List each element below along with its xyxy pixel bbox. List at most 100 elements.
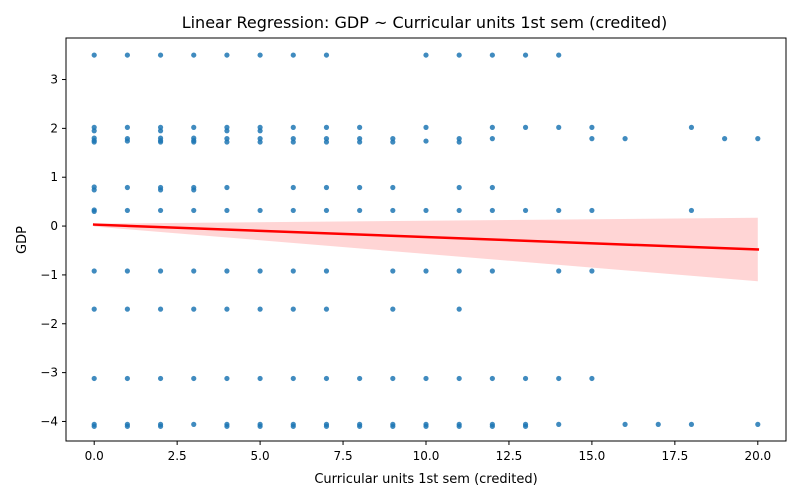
- scatter-point: [323, 306, 330, 312]
- scatter-point: [157, 306, 164, 312]
- scatter-point: [323, 207, 330, 214]
- scatter-point: [456, 207, 462, 214]
- scatter-point: [556, 52, 562, 58]
- scatter-point: [489, 207, 495, 214]
- scatter-point: [91, 187, 97, 193]
- x-tick-label: 12.5: [496, 449, 523, 463]
- scatter-point: [589, 136, 595, 142]
- scatter-point: [224, 375, 230, 382]
- scatter-point: [589, 268, 595, 274]
- scatter-point: [357, 375, 363, 382]
- scatter-point: [489, 375, 495, 382]
- scatter-point: [157, 207, 164, 214]
- scatter-point: [390, 184, 396, 191]
- scatter-point: [290, 52, 296, 58]
- x-tick-label: 20.0: [744, 449, 771, 463]
- scatter-point: [688, 207, 695, 214]
- scatter-point: [290, 423, 296, 429]
- scatter-point: [191, 306, 197, 312]
- scatter-point: [157, 187, 164, 193]
- y-tick-label: −2: [40, 317, 58, 331]
- scatter-point: [224, 306, 230, 312]
- regression-line: [92, 223, 760, 251]
- scatter-point: [124, 268, 130, 274]
- x-axis-ticks: 0.0 2.5 5.0 7.5 10.0 12.5 15.0 17.5 20.0: [85, 441, 771, 463]
- scatter-point: [124, 184, 130, 191]
- scatter-point: [91, 423, 97, 429]
- scatter-point: [522, 375, 529, 382]
- scatter-point: [157, 423, 164, 429]
- scatter-point: [390, 207, 396, 214]
- scatter-point: [323, 139, 330, 145]
- scatter-point: [522, 52, 529, 58]
- scatter-point: [589, 207, 595, 214]
- scatter-point: [157, 128, 164, 134]
- scatter-point: [323, 184, 330, 191]
- scatter-point: [257, 207, 263, 214]
- scatter-point: [423, 268, 429, 274]
- x-tick-label: 17.5: [661, 449, 688, 463]
- scatter-point: [323, 124, 330, 130]
- scatter-point: [257, 375, 263, 382]
- scatter-point: [357, 207, 363, 214]
- scatter-point: [257, 268, 263, 274]
- scatter-point: [589, 375, 595, 382]
- scatter-point: [323, 268, 330, 274]
- scatter-point: [489, 124, 495, 130]
- scatter-point: [755, 421, 761, 427]
- scatter-point: [224, 207, 230, 214]
- scatter-point: [390, 423, 396, 429]
- scatter-point: [124, 423, 130, 429]
- scatter-point: [522, 423, 529, 429]
- scatter-point: [522, 124, 529, 130]
- scatter-point: [589, 124, 595, 130]
- scatter-point: [390, 375, 396, 382]
- scatter-point: [688, 124, 695, 130]
- scatter-point: [522, 207, 529, 214]
- scatter-point: [191, 52, 197, 58]
- scatter-point: [191, 375, 197, 382]
- y-tick-label: −4: [40, 414, 58, 428]
- scatter-point: [390, 268, 396, 274]
- scatter-point: [489, 184, 495, 191]
- scatter-point: [290, 124, 296, 130]
- scatter-point: [257, 423, 263, 429]
- scatter-point: [91, 375, 97, 382]
- y-tick-label: 1: [50, 170, 58, 184]
- scatter-point: [556, 207, 562, 214]
- scatter-point: [224, 184, 230, 191]
- scatter-point: [556, 268, 562, 274]
- scatter-point: [224, 423, 230, 429]
- y-tick-label: −3: [40, 366, 58, 380]
- scatter-point: [456, 139, 462, 145]
- scatter-point: [91, 52, 97, 58]
- scatter-point: [390, 139, 396, 145]
- scatter-point: [722, 136, 728, 142]
- scatter-point: [157, 139, 164, 145]
- scatter-point: [124, 52, 130, 58]
- scatter-point: [456, 268, 462, 274]
- scatter-point: [224, 268, 230, 274]
- scatter-point: [157, 268, 164, 274]
- scatter-point: [755, 136, 761, 142]
- scatter-point: [290, 268, 296, 274]
- confidence-band-layer: [94, 217, 758, 282]
- scatter-point: [489, 136, 495, 142]
- y-tick-label: −1: [40, 268, 58, 282]
- scatter-point: [556, 421, 562, 427]
- scatter-point: [323, 52, 330, 58]
- scatter-point: [357, 423, 363, 429]
- scatter-point: [91, 128, 97, 134]
- scatter-point: [622, 421, 628, 427]
- scatter-point: [456, 423, 462, 429]
- scatter-point: [91, 268, 97, 274]
- scatter-point: [489, 52, 495, 58]
- scatter-point: [390, 306, 396, 312]
- x-tick-label: 10.0: [413, 449, 440, 463]
- scatter-point: [224, 52, 230, 58]
- scatter-point: [124, 306, 130, 312]
- scatter-point: [290, 306, 296, 312]
- scatter-point: [655, 421, 661, 427]
- scatter-point: [191, 187, 197, 193]
- scatter-point: [688, 421, 695, 427]
